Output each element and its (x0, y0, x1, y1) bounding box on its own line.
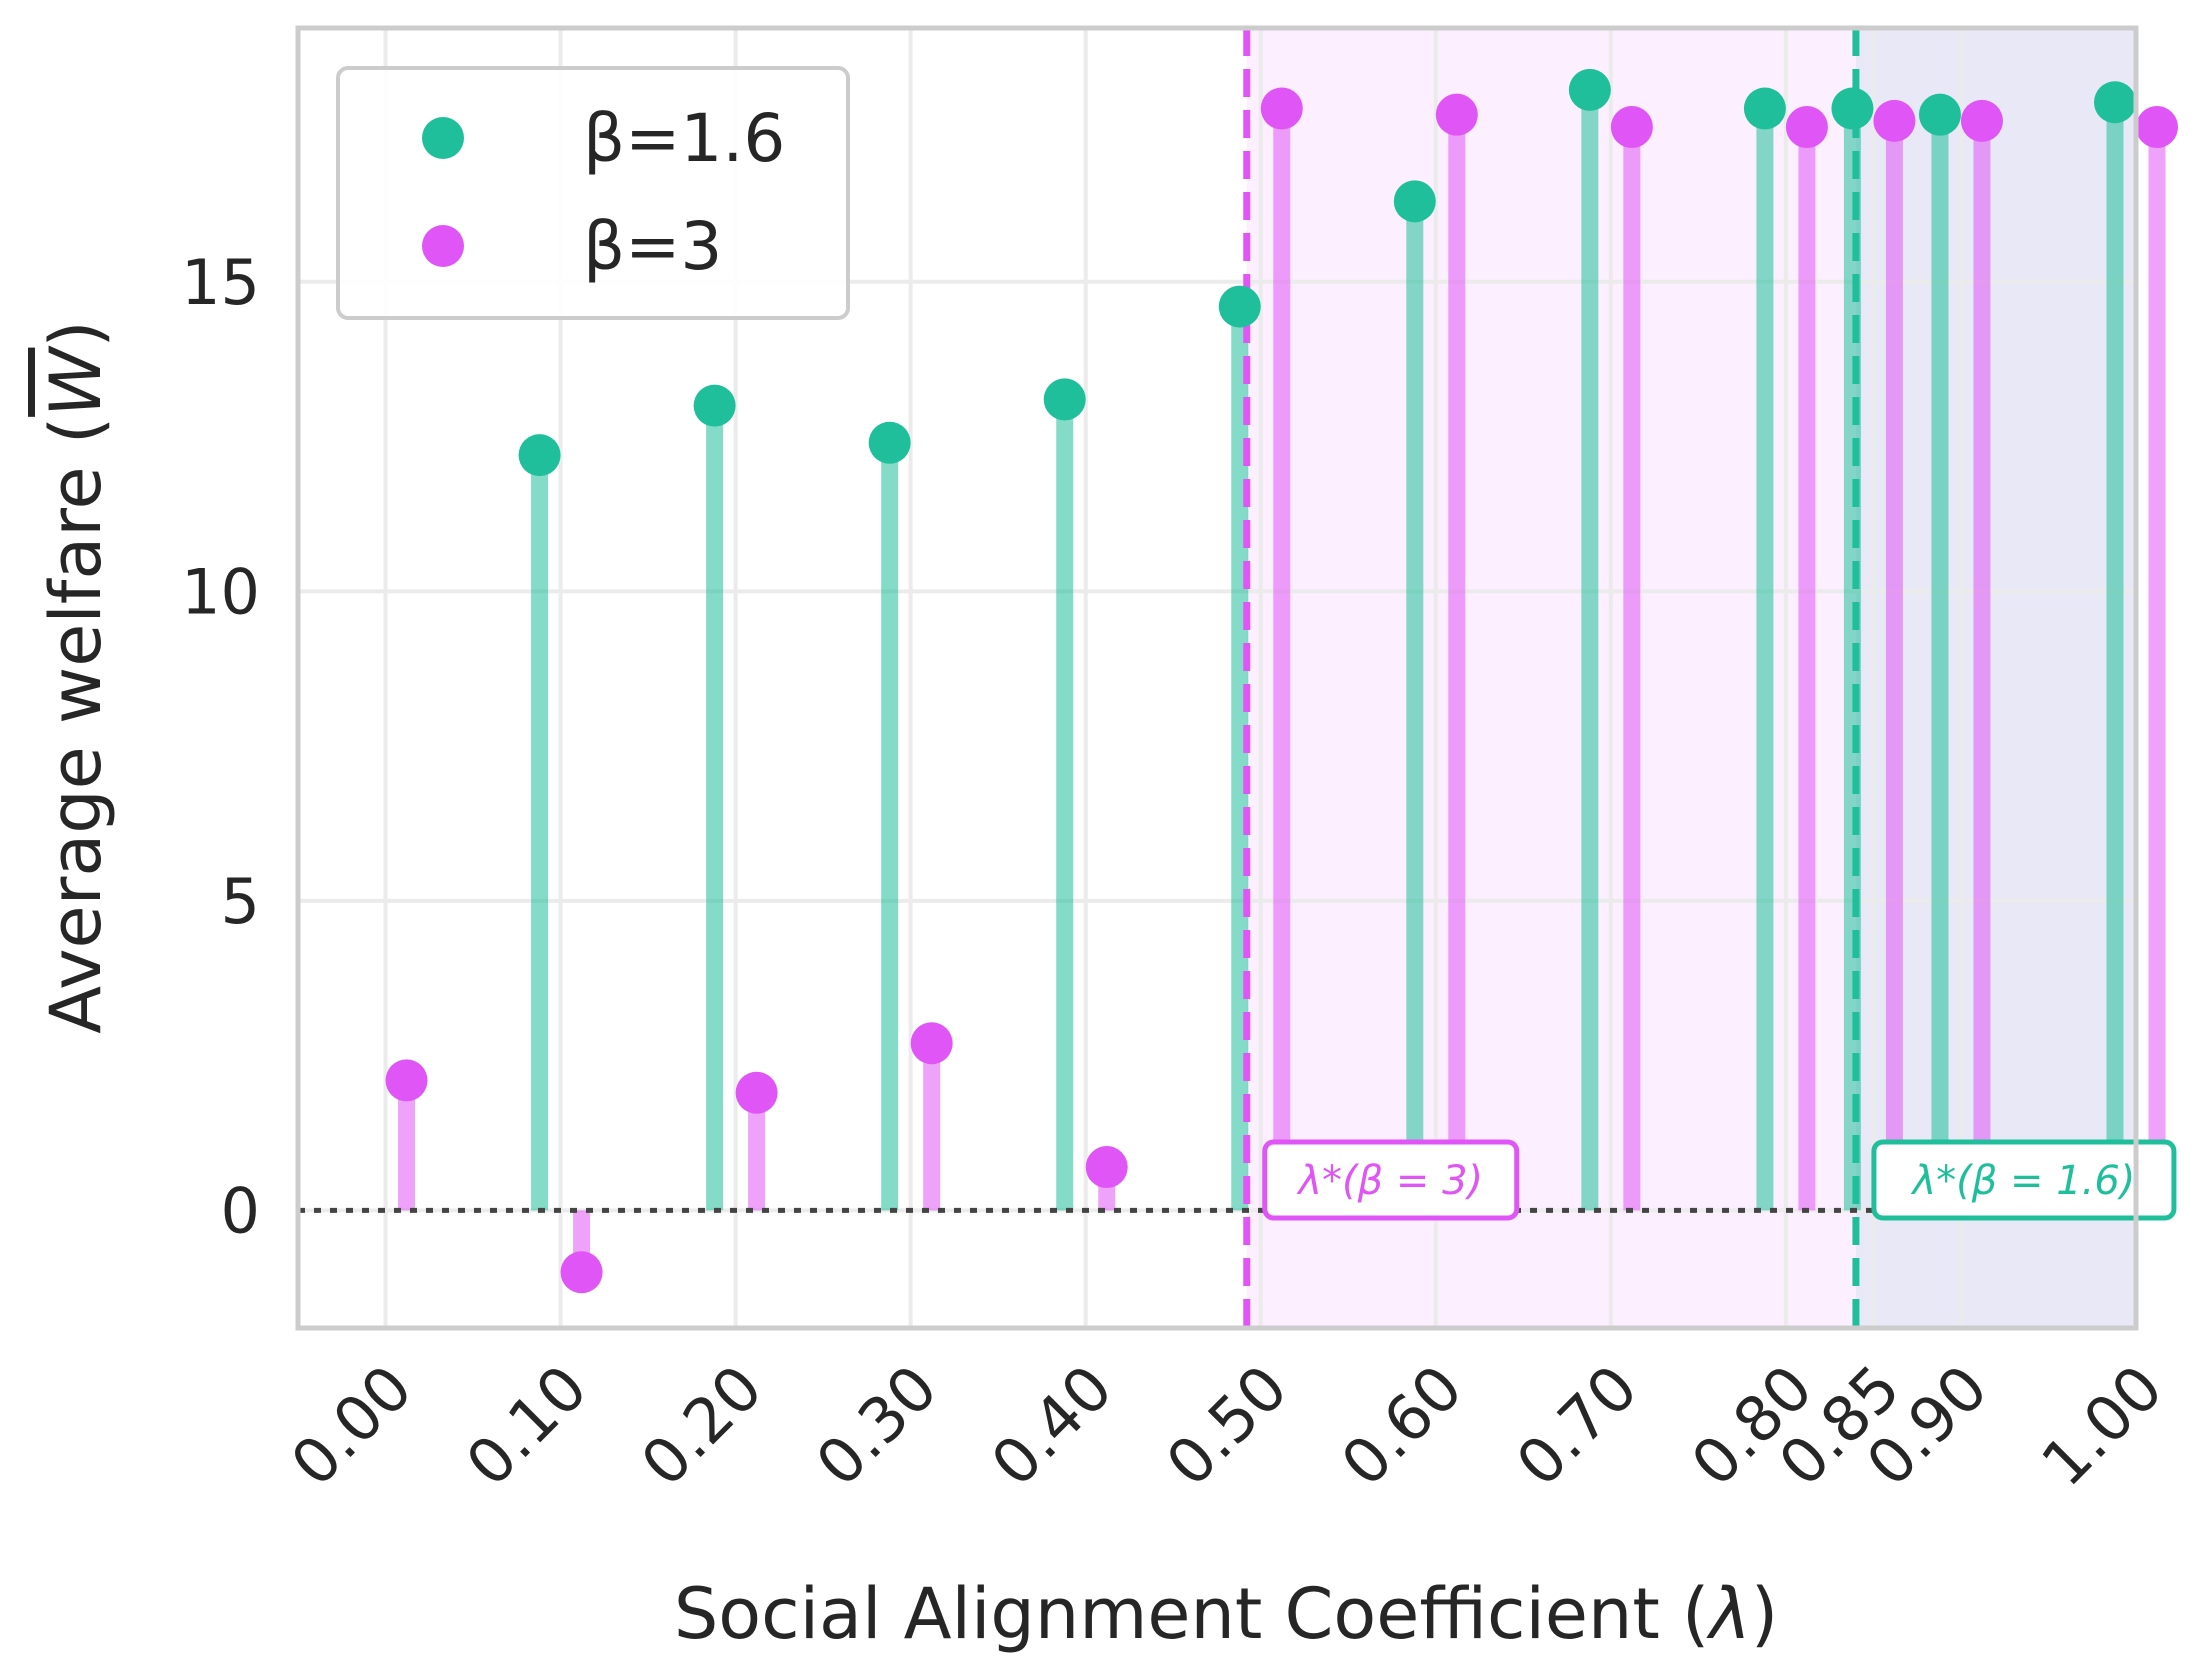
series-1-point-5 (1218, 285, 1261, 328)
series-1-point-3 (868, 421, 911, 464)
series-2-point-10 (1960, 99, 2003, 142)
y-tick-label-15: 15 (181, 246, 260, 319)
series-1-point-7 (1568, 68, 1611, 111)
threshold-label-1: λ*(β = 3) (1296, 1158, 1483, 1204)
series-2-point-1 (560, 1251, 603, 1294)
series-1-point-9 (1831, 87, 1874, 130)
y-tick-label-0: 0 (221, 1174, 260, 1247)
series-2-point-0 (385, 1059, 428, 1102)
y-tick-label-10: 10 (181, 555, 260, 628)
x-tick-label-1.00: 1.00 (2027, 1351, 2176, 1500)
threshold-layer: λ*(β = 3) λ*(β = 1.6) (1243, 28, 2177, 1328)
legend-box (336, 66, 850, 320)
threshold-label-box-2 (1871, 1139, 2177, 1221)
series-2-point-4 (1085, 1146, 1128, 1189)
y-axis-label-group: Average welfare (W) (35, 320, 117, 1033)
series-1-point-2 (693, 384, 736, 427)
threshold-label-2: λ*(β = 1.6) (1910, 1158, 2135, 1204)
legend-marker-2 (422, 225, 464, 267)
threshold-shading-layer (1246, 28, 2136, 1328)
x-tick-label-0.60: 0.60 (1327, 1351, 1476, 1500)
y-axis-label: Average welfare (W) (35, 320, 117, 1033)
series-2-point-3 (910, 1022, 953, 1065)
x-tick-label-0.40: 0.40 (977, 1351, 1126, 1500)
x-axis-label: Social Alignment Coefficient (λ) (674, 1573, 1778, 1655)
y-tick-label-5: 5 (221, 865, 260, 938)
series-2-point-11 (2136, 106, 2178, 149)
series-1-point-11 (2094, 81, 2136, 124)
legend-label-1: β=1.6 (583, 100, 785, 177)
x-tick-label-0.70: 0.70 (1502, 1351, 1651, 1500)
threshold-region-1 (1246, 28, 1856, 1328)
x-tick-label-0.20: 0.20 (627, 1351, 776, 1500)
series-2-point-7 (1610, 106, 1653, 149)
x-tick-label-0.10: 0.10 (452, 1351, 601, 1500)
series-1-point-6 (1393, 180, 1436, 223)
legend-label-2: β=3 (583, 208, 722, 285)
series-2-point-5 (1260, 87, 1303, 130)
marker-layer (385, 68, 2178, 1294)
series-2-point-6 (1435, 93, 1478, 136)
x-tick-label-0.30: 0.30 (802, 1351, 951, 1500)
x-tick-label-0.00: 0.00 (277, 1351, 426, 1500)
series-2-point-9 (1873, 99, 1916, 142)
plot-frame (295, 25, 2139, 1331)
x-tick-label-0.50: 0.50 (1152, 1351, 1301, 1500)
series-2-point-2 (735, 1071, 778, 1114)
series-1-point-4 (1043, 378, 1086, 421)
threshold-label-box-1 (1262, 1139, 1520, 1221)
series-1-point-10 (1918, 93, 1961, 136)
legend-marker-1 (422, 117, 464, 159)
legend: β=1.6 β=3 (336, 66, 850, 320)
series-2-point-8 (1785, 106, 1828, 149)
series-1-point-1 (518, 434, 561, 477)
series-1-point-8 (1743, 87, 1786, 130)
